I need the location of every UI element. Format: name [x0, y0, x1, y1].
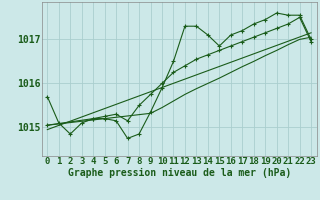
X-axis label: Graphe pression niveau de la mer (hPa): Graphe pression niveau de la mer (hPa): [68, 168, 291, 178]
